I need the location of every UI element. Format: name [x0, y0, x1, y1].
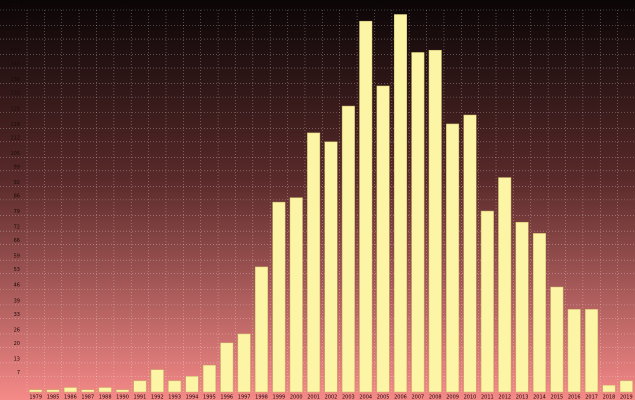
x-tick-label: 2018 [603, 395, 616, 400]
bar [255, 266, 269, 393]
x-tick-label: 2006 [394, 395, 407, 400]
bar [585, 309, 599, 393]
y-tick-label: 138 [10, 77, 20, 83]
bar [63, 387, 77, 393]
x-tick-label: 1997 [238, 395, 251, 400]
bar [515, 221, 529, 393]
x-tick-label: 2014 [533, 395, 546, 400]
y-tick-label: 125 [10, 106, 20, 112]
bar [480, 210, 494, 393]
x-tick-label: 1994 [186, 395, 199, 400]
y-tick-label: 112 [10, 135, 20, 141]
bar [567, 309, 581, 393]
x-tick-label: 2001 [307, 395, 320, 400]
bar [150, 369, 164, 393]
bar [289, 197, 303, 393]
bar [81, 389, 95, 393]
y-tick-label: 20 [14, 341, 20, 347]
x-tick-label: 2013 [516, 395, 529, 400]
x-tick-label: 2017 [585, 395, 598, 400]
bar [428, 49, 442, 393]
bar [463, 114, 477, 393]
bar [185, 376, 199, 393]
bar [550, 286, 564, 393]
y-tick-label: 164 [10, 19, 20, 25]
bar [602, 385, 616, 393]
x-tick-label: 1992 [151, 395, 164, 400]
y-tick-label: 46 [14, 283, 20, 289]
y-tick-label: 53 [14, 267, 20, 273]
bar [29, 389, 43, 393]
bar [220, 342, 234, 393]
bar [446, 123, 460, 393]
bar [272, 201, 286, 393]
bar [307, 132, 321, 393]
x-tick-label: 1991 [134, 395, 147, 400]
x-tick-label: 2016 [568, 395, 581, 400]
x-tick-label: 2019 [620, 395, 633, 400]
x-tick-label: 2015 [550, 395, 563, 400]
x-tick-label: 2004 [359, 395, 372, 400]
y-tick-label: 145 [10, 62, 20, 68]
x-tick-label: 1979 [29, 395, 42, 400]
y-tick-label: 79 [14, 209, 20, 215]
bar [202, 364, 216, 393]
bar [341, 105, 355, 393]
bar [46, 389, 60, 393]
x-tick-label: 2003 [342, 395, 355, 400]
y-tick-label: 99 [14, 164, 20, 170]
x-tick-label: 2007 [411, 395, 424, 400]
bar [376, 85, 390, 393]
y-tick-label: 66 [14, 238, 20, 244]
bar [324, 141, 338, 393]
x-tick-label: 1990 [116, 395, 129, 400]
y-tick-label: 7 [17, 370, 20, 376]
x-tick-label: 1998 [255, 395, 268, 400]
y-tick-label: 86 [14, 193, 20, 199]
y-tick-label: 26 [14, 327, 20, 333]
y-tick-label: 158 [10, 33, 20, 39]
x-tick-label: 2000 [290, 395, 303, 400]
x-tick-label: 1986 [64, 395, 77, 400]
bar [98, 387, 112, 393]
x-tick-label: 2002 [325, 395, 338, 400]
bar [116, 389, 130, 393]
x-tick-label: 2008 [429, 395, 442, 400]
x-tick-label: 1995 [203, 395, 216, 400]
y-tick-label: 132 [10, 91, 20, 97]
bar [532, 233, 546, 393]
y-tick-label: 118 [10, 122, 20, 128]
x-tick-label: 1993 [168, 395, 181, 400]
x-tick-label: 1999 [273, 395, 286, 400]
bar [133, 380, 147, 393]
x-tick-label: 2011 [481, 395, 494, 400]
x-tick-label: 1987 [81, 395, 94, 400]
y-tick-label: 59 [14, 254, 20, 260]
x-tick-label: 1988 [99, 395, 112, 400]
y-tick-label: 92 [14, 180, 20, 186]
y-tick-label: 33 [14, 312, 20, 318]
bar [411, 52, 425, 393]
y-tick-label: 13 [14, 356, 20, 362]
bar [359, 20, 373, 393]
x-tick-label: 2005 [377, 395, 390, 400]
bar [498, 177, 512, 393]
y-tick-label: 72 [14, 225, 20, 231]
y-tick-label: 105 [10, 151, 20, 157]
x-tick-label: 2010 [464, 395, 477, 400]
bar [393, 14, 407, 393]
x-tick-label: 2012 [498, 395, 511, 400]
y-tick-label: 171 [10, 4, 20, 10]
bar [619, 380, 633, 393]
x-tick-label: 2009 [446, 395, 459, 400]
bar [237, 333, 251, 393]
x-tick-label: 1996 [220, 395, 233, 400]
y-tick-label: 151 [10, 48, 20, 54]
x-tick-label: 1985 [47, 395, 60, 400]
y-tick-label: 39 [14, 298, 20, 304]
bar [168, 380, 182, 393]
